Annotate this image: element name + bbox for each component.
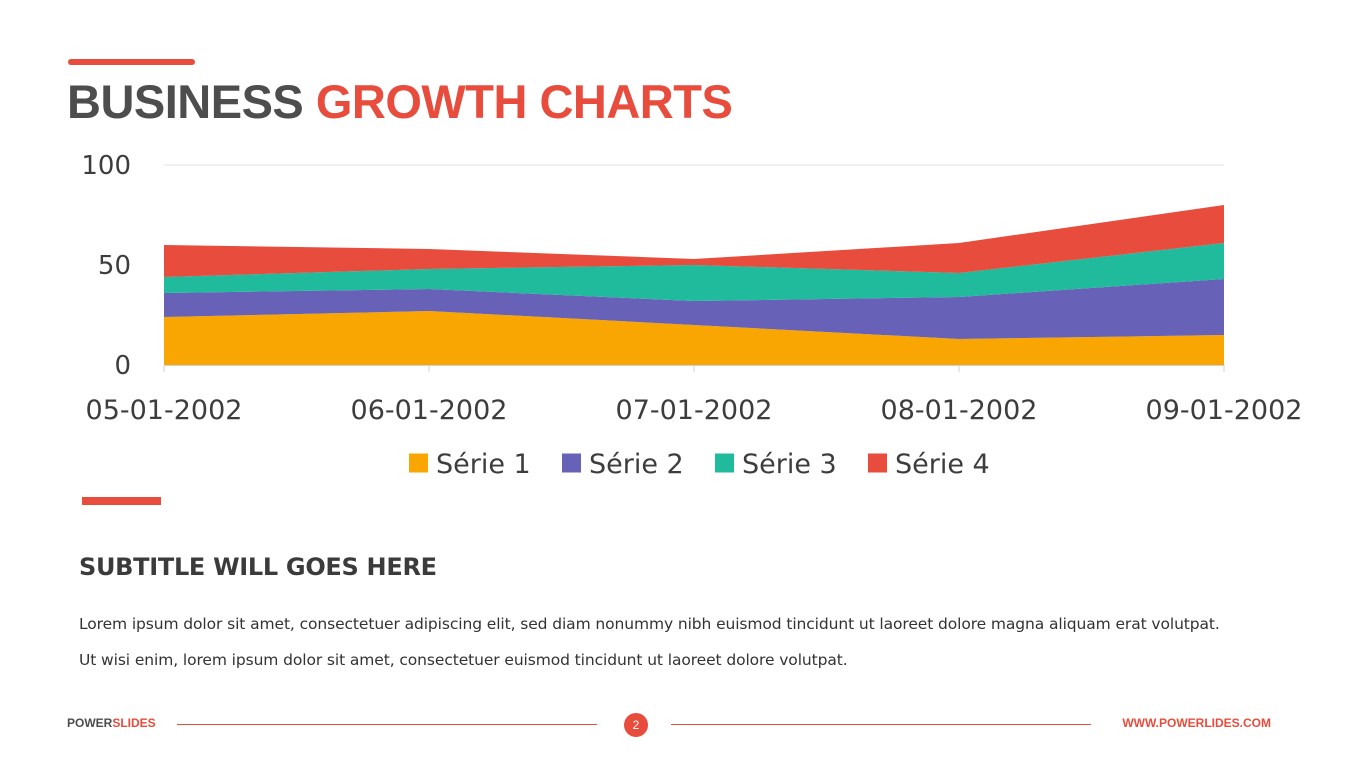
area-series-1	[164, 311, 1224, 365]
legend-label-series-2: Série 2	[589, 449, 684, 480]
x-tick-label: 09-01-2002	[1146, 395, 1303, 426]
footer-brand-part-2: SLIDES	[112, 716, 156, 730]
footer-divider-left	[177, 724, 597, 725]
y-tick-label: 100	[81, 151, 131, 181]
legend-swatch-series-4	[868, 453, 887, 473]
body-line-1: Lorem ipsum dolor sit amet, consectetuer…	[79, 615, 1220, 633]
title-accent-bar	[68, 59, 195, 65]
area-series-2	[164, 279, 1224, 339]
stacked-area-chart: 0 50 100 05-01-2002 06-01-2002 07-01-2002 08-…	[81, 151, 1303, 480]
legend-swatch-series-2	[562, 453, 581, 473]
body-line-2: Ut wisi enim, lorem ipsum dolor sit amet…	[79, 651, 848, 669]
section-subtitle: SUBTITLE WILL GOES HERE	[79, 553, 437, 581]
legend-label-series-4: Série 4	[895, 449, 990, 480]
subtitle-accent-bar	[82, 497, 161, 505]
legend-label-series-1: Série 1	[436, 449, 531, 480]
x-tick-label: 08-01-2002	[881, 395, 1038, 426]
legend-label-series-3: Série 3	[742, 449, 837, 480]
area-series-3	[164, 243, 1224, 301]
footer-brand: POWERSLIDES	[67, 716, 156, 730]
area-series-4	[164, 205, 1224, 277]
x-tick-label: 05-01-2002	[86, 395, 243, 426]
body-paragraph: Lorem ipsum dolor sit amet, consectetuer…	[79, 606, 1309, 678]
y-tick-label: 50	[98, 251, 131, 281]
title-part-1: BUSINESS	[67, 75, 304, 128]
x-tick-label: 06-01-2002	[351, 395, 508, 426]
page-title: BUSINESS GROWTH CHARTS	[67, 74, 733, 130]
title-part-2: GROWTH CHARTS	[315, 75, 733, 128]
footer-brand-part-1: POWER	[67, 716, 113, 730]
y-tick-label: 0	[114, 351, 131, 381]
legend-swatch-series-1	[409, 453, 428, 473]
footer-divider-right	[671, 724, 1091, 725]
footer-url-link[interactable]: WWW.POWERLIDES.COM	[1122, 716, 1271, 730]
legend-swatch-series-3	[715, 453, 734, 473]
page-number-badge: 2	[624, 713, 648, 737]
x-tick-label: 07-01-2002	[616, 395, 773, 426]
